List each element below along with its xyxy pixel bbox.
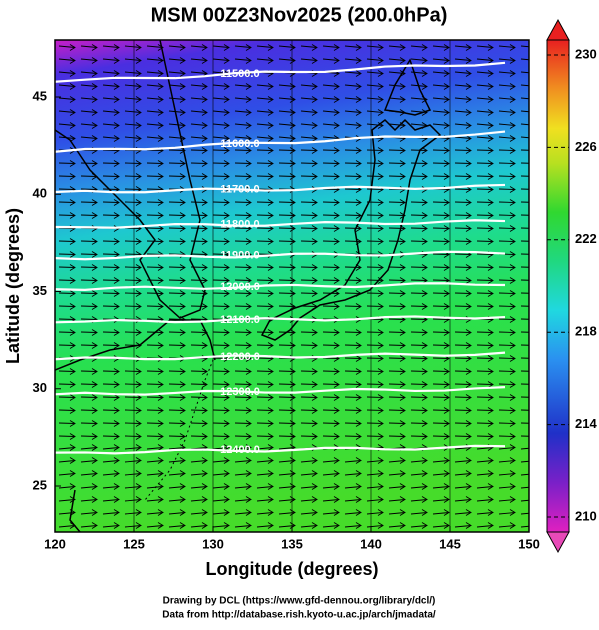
contour-label: 12000.0 [220,281,260,293]
contour-label: 12300.0 [220,386,260,398]
colorbar-tick-label: 210 [575,508,597,523]
contour-line [55,183,506,194]
colorbar-tick-label: 214 [575,416,597,431]
map-title: MSM 00Z23Nov2025 (200.0hPa) [151,4,448,26]
contour-label: 11900.0 [220,250,259,262]
contour-line [55,282,506,291]
x-tick-label: 130 [202,536,224,551]
colorbar [546,39,570,533]
coastline-asia [55,40,206,319]
contour-line [55,315,506,324]
y-axis-label: Latitude (degrees) [3,208,23,364]
contour-line [55,444,506,455]
contour-line [55,386,506,396]
x-tick-label: 150 [518,536,540,551]
contour-line [55,130,506,153]
colorbar-upper-triangle [546,18,570,41]
contour-line [55,219,506,229]
contour-label: 11700.0 [220,184,259,196]
colorbar-tick-label: 226 [575,139,597,154]
y-tick-label: 35 [33,283,47,298]
colorbar-tick-label: 218 [575,324,597,339]
x-tick-label: 140 [360,536,382,551]
colorbar-tick-label: 230 [575,46,597,61]
y-tick-label: 40 [33,186,47,201]
x-tick-label: 120 [44,536,66,551]
x-tick-label: 125 [123,536,145,551]
y-tick-label: 25 [33,477,47,492]
contour-label: 12100.0 [220,314,260,326]
contour-label: 11500.0 [220,68,259,80]
x-tick-label: 145 [439,536,461,551]
ryukyu-islands [144,354,216,501]
contour-line [55,61,506,83]
credit-line: Drawing by DCL (https://www.gfd-dennou.o… [163,596,436,607]
plot-area: 11500.0 11600.0 11700.0 11800.0 11900.0 12000… [55,40,529,532]
credit-line: Data from http://database.rish.kyoto-u.a… [162,610,436,621]
contour-label: 11600.0 [220,138,259,150]
colorbar-lower-triangle [546,531,570,554]
contour-label: 12200.0 [220,351,260,363]
contour-line [55,351,506,361]
y-tick-label: 45 [33,88,47,103]
contour-line [55,250,506,261]
colorbar-tick-label: 222 [575,231,597,246]
y-tick-label: 30 [33,380,47,395]
x-tick-label: 135 [281,536,303,551]
contour-label: 12400.0 [220,444,260,456]
x-axis-label: Longitude (degrees) [205,559,378,579]
contour-label: 11800.0 [220,219,259,231]
